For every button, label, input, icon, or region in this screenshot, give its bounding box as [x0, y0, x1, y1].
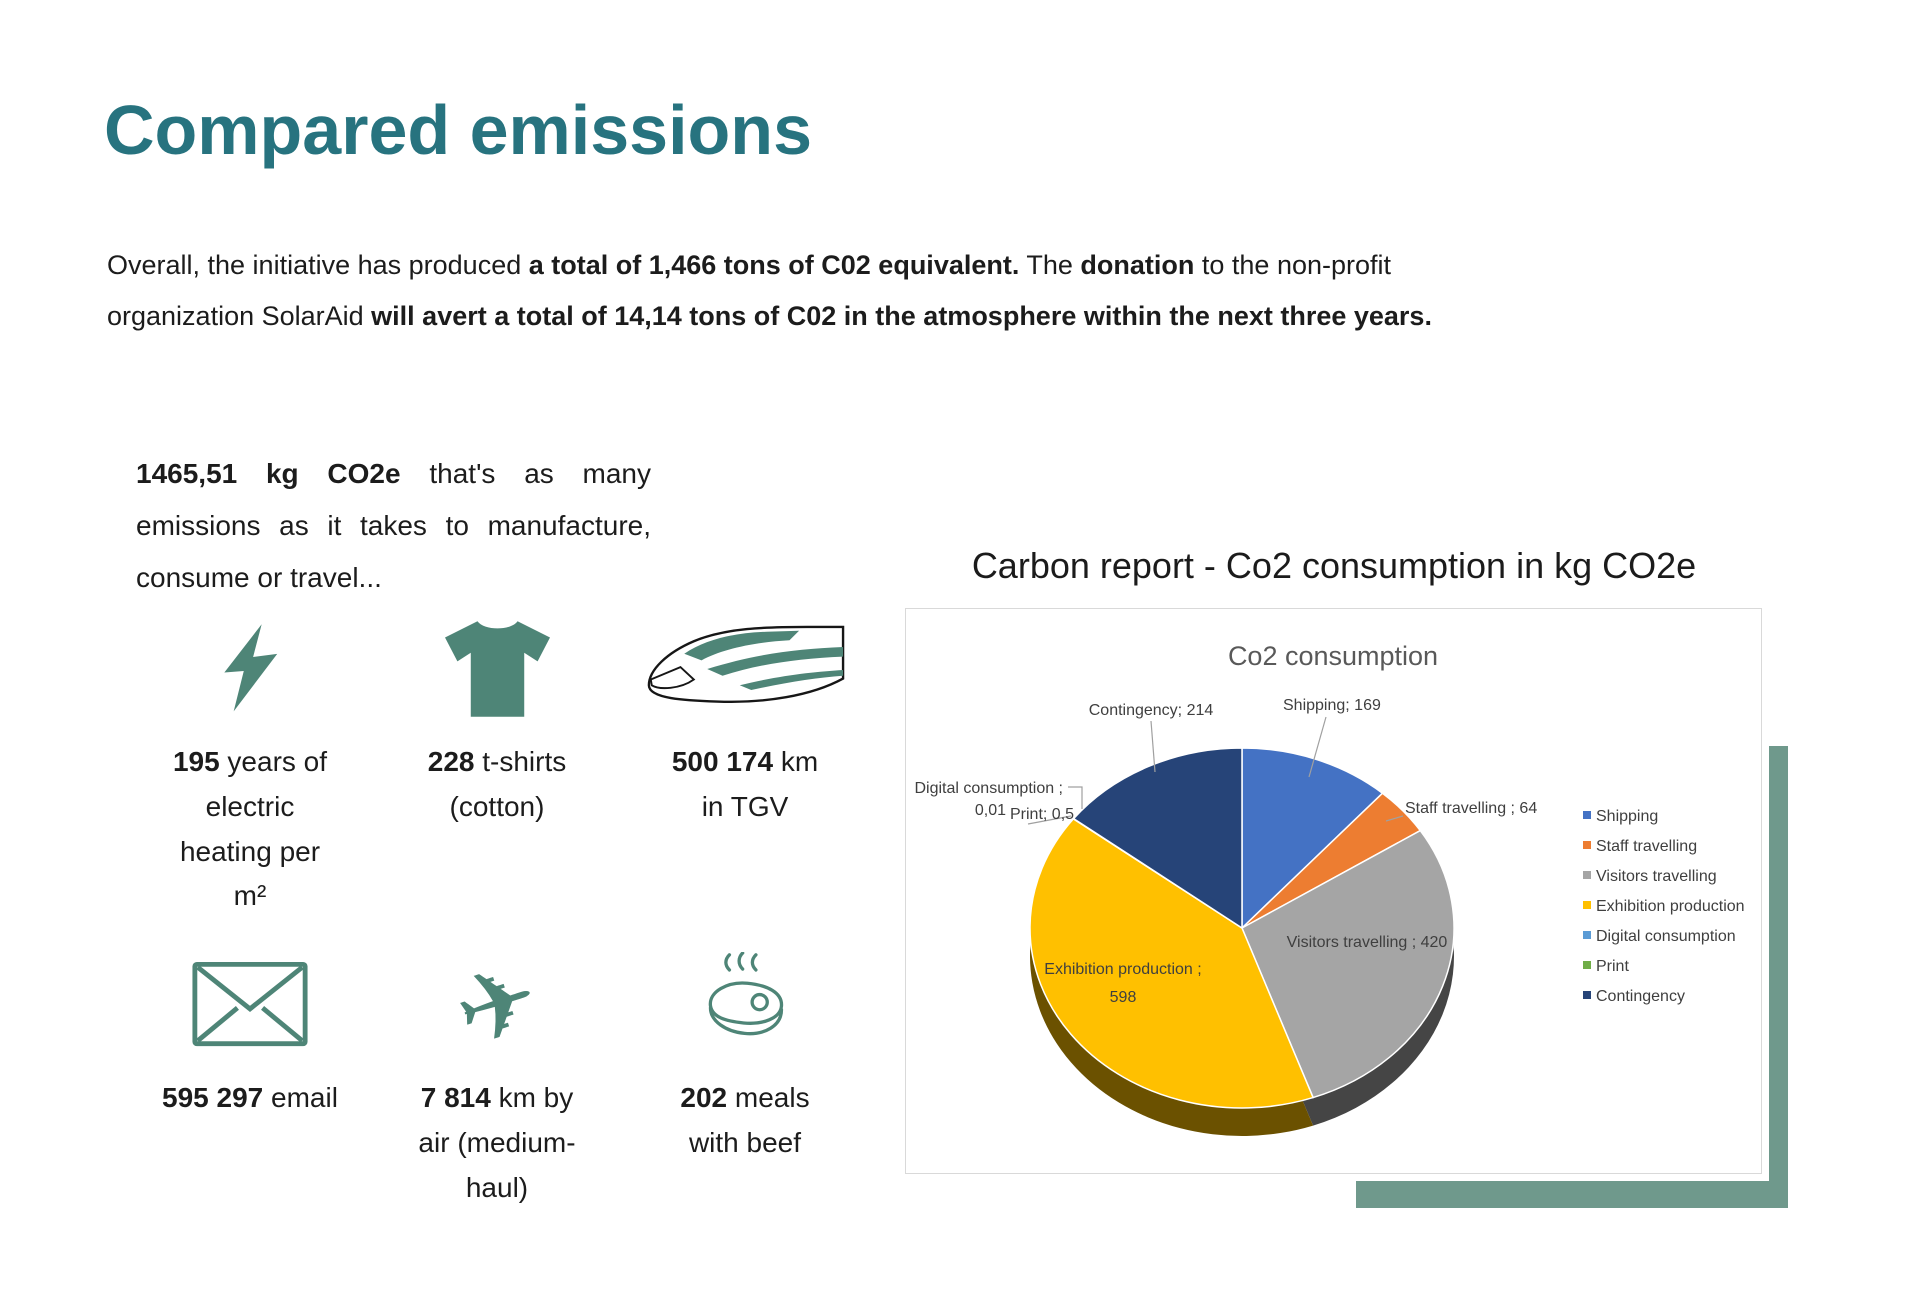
- intro-bold-avert: will avert a total of 14,14 tons of C02 …: [371, 301, 1432, 332]
- intro-text: to the non-profit organization SolarAid: [107, 250, 1392, 332]
- pie-leader-line: [1027, 815, 1072, 825]
- pie-label: Digital consumption ;: [914, 780, 1063, 797]
- legend-item: Visitors travelling: [1596, 868, 1717, 885]
- chart-panel: Co2 consumption Shipping; 169 Staff travel…: [905, 608, 1762, 1174]
- pie-slice-shipping: [1241, 747, 1384, 930]
- legend-item: Staff travelling: [1596, 838, 1697, 855]
- train-icon: [643, 610, 848, 728]
- tshirt-icon: [444, 610, 550, 728]
- equivalent-item: 195 years of electric heating per m²: [130, 610, 370, 919]
- equivalent-item: ✈ 7 814 km by air (medium- haul): [377, 939, 617, 1210]
- pie-label: Visitors travelling ; 420: [1287, 934, 1448, 951]
- pie-label: Shipping; 169: [1283, 697, 1381, 714]
- chart-section-heading: Carbon report - Co2 consumption in kg CO…: [971, 545, 1697, 586]
- intro-text: The: [1019, 250, 1081, 280]
- intro-text: Overall, the initiative has produced: [107, 250, 529, 280]
- pie-chart: Co2 consumption Shipping; 169 Staff travel…: [914, 641, 1745, 1136]
- airplane-icon: ✈: [441, 939, 553, 1071]
- legend-item: Digital consumption: [1596, 928, 1736, 945]
- legend-swatch: [1583, 961, 1591, 969]
- legend-swatch: [1583, 901, 1591, 909]
- pie-slice-visitors-travelling: [1241, 829, 1455, 1099]
- pie-label: 598: [1110, 989, 1137, 1006]
- equivalent-caption: 228 t-shirts (cotton): [427, 746, 567, 822]
- pie-leader-line: [1385, 815, 1404, 822]
- equivalent-item: 500 174 km in TGV: [625, 610, 865, 830]
- pie-label: Contingency; 214: [1089, 702, 1214, 719]
- lightning-icon: [215, 610, 285, 728]
- pie-label: Staff travelling ; 64: [1405, 800, 1537, 817]
- legend-item: Exhibition production: [1596, 898, 1745, 915]
- legend-item: Print: [1596, 958, 1629, 975]
- pie-slice-contingency: [1072, 747, 1243, 930]
- equivalent-item: 228 t-shirts (cotton): [377, 610, 617, 830]
- legend-swatch: [1583, 811, 1591, 819]
- equivalent-caption: 7 814 km by air (medium- haul): [418, 1082, 576, 1203]
- pie-leader-line: [1150, 720, 1156, 773]
- steak-icon: [698, 946, 793, 1064]
- chart-title: Co2 consumption: [1228, 641, 1438, 671]
- equivalent-caption: 202 meals with beef: [680, 1082, 810, 1158]
- pie-leader-line: [1068, 786, 1083, 809]
- legend-item: Contingency: [1596, 988, 1685, 1005]
- intro-paragraph: Overall, the initiative has produced a t…: [107, 240, 1492, 343]
- equivalent-caption: 595 297 email: [162, 1082, 338, 1113]
- pie-label: 0,01: [975, 802, 1006, 819]
- intro-bold-donation: donation: [1080, 250, 1195, 280]
- equivalent-item: 202 meals with beef: [625, 946, 865, 1166]
- envelope-icon: [191, 946, 309, 1064]
- equivalent-item: 595 297 email: [130, 946, 370, 1121]
- legend-swatch: [1583, 991, 1591, 999]
- intro-bold-total: a total of 1,466 tons of C02 equivalent.: [528, 250, 1020, 280]
- equivalence-lead-value: 1465,51 kg CO2e: [136, 458, 401, 489]
- pie-leader-line: [1308, 716, 1327, 778]
- legend-swatch: [1583, 841, 1591, 849]
- legend-swatch: [1583, 931, 1591, 939]
- legend-swatch: [1583, 871, 1591, 879]
- page-title: Compared emissions: [104, 91, 812, 169]
- legend-item: Shipping: [1596, 808, 1658, 825]
- equivalent-caption: 195 years of electric heating per m²: [172, 746, 328, 912]
- pie-slice-exhibition-production: [1029, 817, 1315, 1109]
- pie-label: Exhibition production ;: [1044, 961, 1201, 978]
- pie-label: Print; 0,5: [1010, 806, 1074, 823]
- equivalence-lead-text: that's as many emissions as it takes to …: [136, 458, 652, 593]
- equivalence-lead: 1465,51 kg CO2e that's as many emissions…: [136, 448, 651, 603]
- equivalent-caption: 500 174 km in TGV: [671, 746, 819, 822]
